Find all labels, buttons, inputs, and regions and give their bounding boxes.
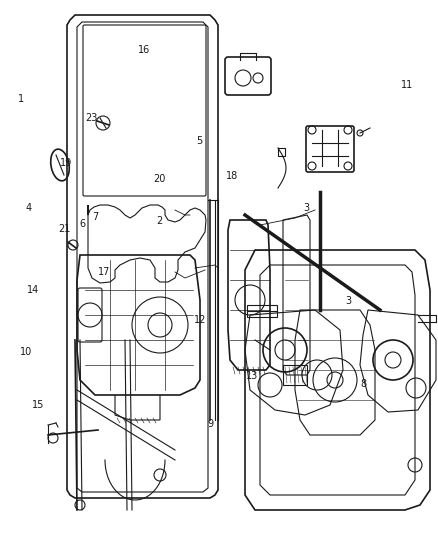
Text: 9: 9 <box>207 419 213 429</box>
Text: 8: 8 <box>360 379 367 389</box>
Text: 17: 17 <box>98 267 110 277</box>
Text: 14: 14 <box>27 286 39 295</box>
Text: 13: 13 <box>246 371 258 381</box>
Text: 10: 10 <box>20 347 32 357</box>
Text: 23: 23 <box>85 114 97 123</box>
Text: 3: 3 <box>345 296 351 306</box>
Text: 1: 1 <box>18 94 24 103</box>
Text: 6: 6 <box>79 219 85 229</box>
Text: 7: 7 <box>92 213 99 222</box>
Text: 15: 15 <box>32 400 45 410</box>
Text: 20: 20 <box>154 174 166 183</box>
Text: 3: 3 <box>304 203 310 213</box>
Text: 16: 16 <box>138 45 151 54</box>
Text: 18: 18 <box>226 171 238 181</box>
Text: 2: 2 <box>157 216 163 226</box>
Text: 19: 19 <box>60 158 73 167</box>
Text: 11: 11 <box>401 80 413 90</box>
Bar <box>247 305 277 317</box>
Text: 12: 12 <box>194 315 207 325</box>
Text: 4: 4 <box>25 203 32 213</box>
Text: 5: 5 <box>196 136 202 146</box>
Text: 21: 21 <box>59 224 71 234</box>
